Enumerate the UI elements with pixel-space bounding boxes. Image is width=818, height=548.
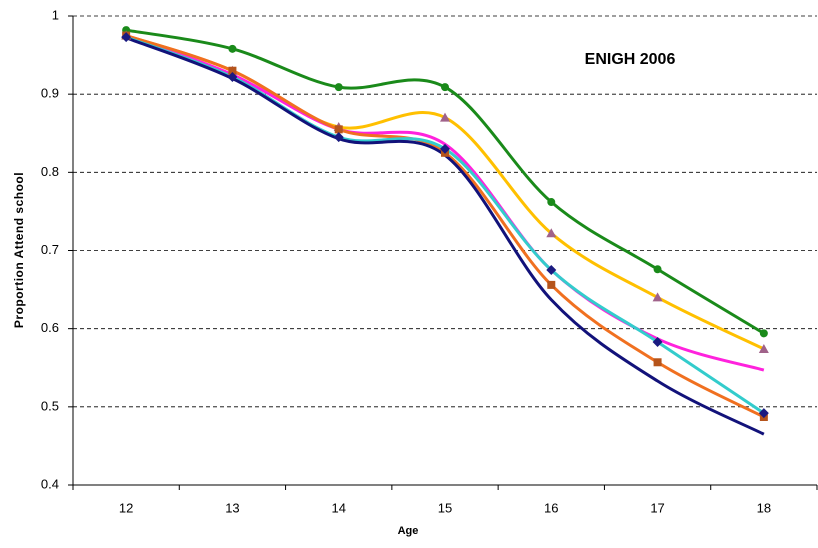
y-tick-label: 0.7 bbox=[41, 242, 59, 257]
series-line bbox=[125, 34, 765, 419]
y-tick-label: 0.8 bbox=[41, 164, 59, 179]
marker bbox=[547, 280, 556, 289]
marker bbox=[758, 343, 769, 353]
y-tick-label: 0.6 bbox=[41, 320, 59, 335]
marker bbox=[759, 329, 768, 338]
x-tick-label: 18 bbox=[757, 500, 771, 515]
x-tick-label: 17 bbox=[650, 500, 664, 515]
marker bbox=[758, 408, 769, 419]
marker bbox=[546, 265, 557, 276]
marker bbox=[228, 44, 237, 53]
y-tick-label: 1 bbox=[52, 7, 59, 22]
x-tick-label: 12 bbox=[119, 500, 133, 515]
x-tick-label: 15 bbox=[438, 500, 452, 515]
series-line bbox=[125, 28, 765, 335]
marker bbox=[228, 66, 237, 75]
series-line bbox=[125, 34, 765, 351]
marker bbox=[653, 358, 662, 367]
x-tick-label: 14 bbox=[331, 500, 345, 515]
series-line bbox=[125, 35, 765, 415]
marker bbox=[227, 71, 238, 82]
marker bbox=[334, 125, 343, 134]
y-tick-label: 0.5 bbox=[41, 398, 59, 413]
series-line bbox=[125, 36, 765, 436]
marker bbox=[652, 292, 663, 302]
marker bbox=[333, 132, 344, 143]
y-tick-label: 0.4 bbox=[41, 476, 59, 491]
x-tick-label: 16 bbox=[544, 500, 558, 515]
x-axis-label: Age bbox=[398, 525, 419, 537]
marker bbox=[440, 143, 450, 154]
marker bbox=[546, 228, 557, 238]
marker bbox=[334, 83, 343, 92]
y-axis-label: Proportion Attend school bbox=[12, 172, 26, 328]
marker bbox=[441, 83, 449, 92]
marker bbox=[121, 32, 132, 43]
x-tick-label: 13 bbox=[225, 500, 239, 515]
chart-title: ENIGH 2006 bbox=[585, 51, 676, 68]
y-tick-label: 0.9 bbox=[41, 86, 59, 101]
marker bbox=[652, 336, 663, 347]
marker bbox=[653, 265, 662, 274]
marker bbox=[440, 112, 450, 122]
marker bbox=[547, 198, 556, 207]
